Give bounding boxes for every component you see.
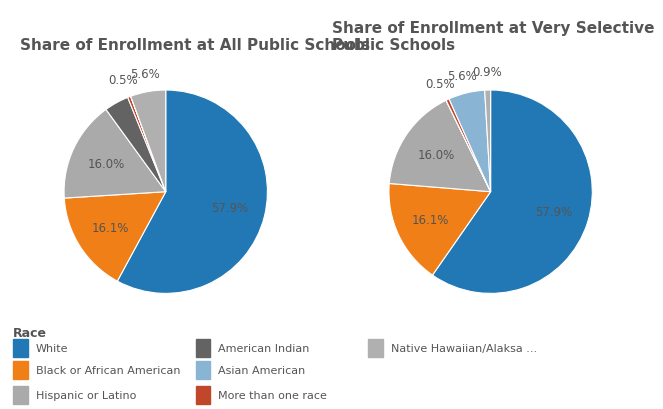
Wedge shape [64, 110, 166, 199]
Bar [13, 386, 28, 404]
Text: 57.9%: 57.9% [535, 205, 572, 218]
Text: 0.9%: 0.9% [472, 66, 502, 79]
Bar [368, 339, 383, 357]
Text: Black or African American: Black or African American [36, 365, 180, 375]
Bar [196, 386, 210, 404]
Wedge shape [432, 91, 592, 294]
Text: More than one race: More than one race [218, 390, 327, 400]
Bar [196, 339, 210, 357]
Text: 57.9%: 57.9% [211, 202, 249, 215]
Wedge shape [64, 192, 166, 281]
Text: 16.1%: 16.1% [412, 214, 450, 227]
Text: 16.0%: 16.0% [418, 148, 455, 162]
Wedge shape [446, 101, 491, 192]
Text: Share of Enrollment at All Public Schools: Share of Enrollment at All Public School… [20, 38, 370, 53]
Text: 0.5%: 0.5% [108, 74, 137, 87]
Text: Share of Enrollment at Very Selective
Public Schools: Share of Enrollment at Very Selective Pu… [332, 21, 654, 53]
Wedge shape [485, 91, 491, 192]
Text: 5.6%: 5.6% [448, 70, 477, 83]
Text: Native Hawaiian/Alaksa ...: Native Hawaiian/Alaksa ... [391, 343, 536, 353]
Wedge shape [106, 98, 166, 192]
Text: 16.0%: 16.0% [88, 158, 125, 171]
Text: 0.5%: 0.5% [425, 77, 455, 90]
Wedge shape [389, 184, 491, 275]
Wedge shape [117, 91, 267, 294]
Text: Hispanic or Latino: Hispanic or Latino [36, 390, 136, 400]
Text: 16.1%: 16.1% [91, 221, 129, 234]
Wedge shape [131, 91, 166, 192]
Text: 5.6%: 5.6% [130, 68, 160, 81]
Bar [13, 361, 28, 379]
Text: White: White [36, 343, 68, 353]
Text: American Indian: American Indian [218, 343, 310, 353]
Wedge shape [446, 100, 491, 192]
Wedge shape [449, 91, 491, 192]
Bar [196, 361, 210, 379]
Text: Asian American: Asian American [218, 365, 306, 375]
Bar [13, 339, 28, 357]
Wedge shape [131, 97, 166, 192]
Wedge shape [389, 101, 491, 192]
Wedge shape [128, 97, 166, 192]
Text: Race: Race [13, 326, 47, 339]
